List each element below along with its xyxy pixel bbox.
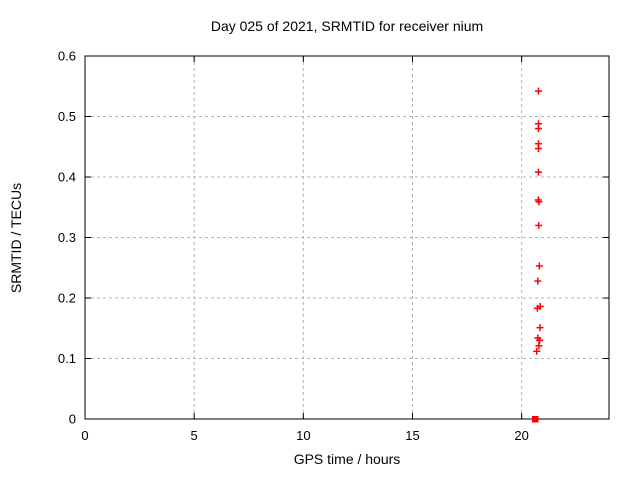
chart-title: Day 025 of 2021, SRMTID for receiver niu… — [210, 18, 484, 34]
y-tick-label: 0.4 — [58, 170, 76, 185]
x-axis-label: GPS time / hours — [293, 451, 401, 467]
x-tick-label: 15 — [405, 428, 419, 443]
x-tick-label: 10 — [296, 428, 310, 443]
y-tick-label: 0 — [69, 412, 76, 427]
y-tick-label: 0.5 — [58, 109, 76, 124]
zero-cluster-marker — [531, 416, 539, 423]
y-tick-label: 0.2 — [58, 291, 76, 306]
x-tick-label: 0 — [81, 428, 88, 443]
y-tick-label: 0.3 — [58, 230, 76, 245]
y-tick-label: 0.1 — [58, 351, 76, 366]
x-tick-label: 5 — [191, 428, 198, 443]
y-tick-label: 0.6 — [58, 49, 76, 64]
x-tick-label: 20 — [514, 428, 528, 443]
